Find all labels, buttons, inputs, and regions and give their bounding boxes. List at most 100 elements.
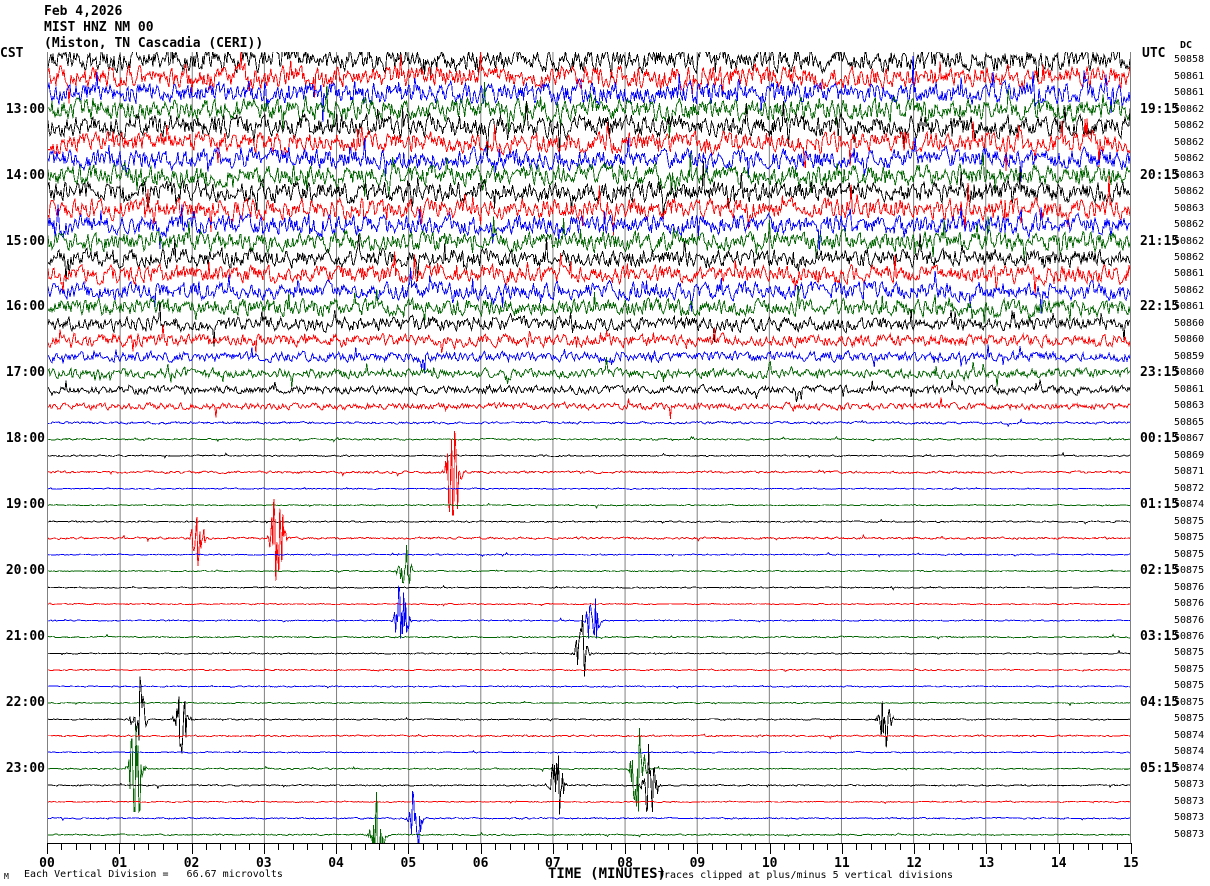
x-tick-minor <box>177 843 179 850</box>
x-tick-minor <box>451 843 453 850</box>
x-tick-major <box>769 843 771 854</box>
dc-value: 50858 <box>1174 54 1205 66</box>
x-tick-label: 11 <box>834 856 850 871</box>
x-tick-minor <box>104 843 106 850</box>
right-hour-label: 01:15 <box>1140 497 1180 513</box>
x-tick-minor <box>437 843 439 850</box>
right-hour-label: 21:15 <box>1140 233 1180 249</box>
left-hour-label: 20:00 <box>5 563 45 579</box>
x-tick-minor <box>798 843 800 850</box>
seismogram-plot <box>47 52 1131 843</box>
right-hour-label: 03:15 <box>1140 629 1180 644</box>
x-tick-minor <box>466 843 468 850</box>
x-tick-major <box>552 843 554 854</box>
x-tick-minor <box>711 843 713 850</box>
left-timezone-label: CST <box>0 46 24 61</box>
x-tick-minor <box>654 843 656 850</box>
x-tick-minor <box>885 843 887 850</box>
x-tick-minor <box>509 843 511 850</box>
x-tick-minor <box>856 843 858 850</box>
dc-value: 50876 <box>1174 581 1205 593</box>
dc-value: 50862 <box>1174 136 1205 148</box>
x-tick-label: 13 <box>978 856 995 871</box>
x-tick-minor <box>682 843 684 850</box>
x-tick-minor <box>205 843 207 850</box>
x-tick-minor <box>740 843 742 850</box>
seismogram-traces <box>48 52 1130 843</box>
x-tick-minor <box>133 843 135 850</box>
dc-value: 50861 <box>1174 383 1205 395</box>
dc-value: 50862 <box>1174 120 1205 132</box>
dc-value: 50875 <box>1174 548 1205 560</box>
dc-value: 50862 <box>1174 186 1205 198</box>
x-tick-minor <box>1000 843 1002 850</box>
x-tick-minor <box>364 843 366 850</box>
dc-value: 50862 <box>1174 284 1205 296</box>
dc-value: 50869 <box>1174 449 1205 461</box>
dc-value: 50861 <box>1174 70 1205 82</box>
dc-value: 50875 <box>1174 647 1205 659</box>
plot-bottom-rule <box>47 843 1131 844</box>
x-tick-minor <box>1116 843 1118 850</box>
dc-value: 50860 <box>1174 367 1205 379</box>
right-hour-label: 22:15 <box>1140 299 1180 315</box>
x-tick-minor <box>668 843 670 850</box>
dc-value: 50871 <box>1174 466 1205 478</box>
dc-value: 50873 <box>1174 812 1205 824</box>
dc-value: 50874 <box>1174 499 1205 511</box>
dc-value: 50874 <box>1174 762 1205 774</box>
x-tick-minor <box>928 843 930 850</box>
x-tick-minor <box>1029 843 1031 850</box>
x-tick-label: 04 <box>328 856 344 871</box>
x-tick-minor <box>899 843 901 850</box>
left-hour-label: 13:00 <box>5 101 45 117</box>
x-tick-minor <box>596 843 598 850</box>
x-tick-minor <box>972 843 973 850</box>
right-hour-label: 23:15 <box>1140 365 1180 381</box>
dc-value: 50863 <box>1174 169 1205 181</box>
x-tick-label: 07 <box>545 856 561 871</box>
x-tick-label: 06 <box>472 856 489 871</box>
x-tick-minor <box>90 843 92 850</box>
x-tick-minor <box>61 843 63 850</box>
footer-clip-note: Traces clipped at plus/minus 5 vertical … <box>658 870 954 881</box>
x-tick-minor <box>1044 843 1046 850</box>
x-tick-label: 15 <box>1123 856 1139 871</box>
x-tick-minor <box>523 843 525 850</box>
x-tick-major <box>841 843 843 854</box>
dc-value: 50860 <box>1174 334 1205 346</box>
dc-value: 50875 <box>1174 663 1205 675</box>
x-tick-minor <box>755 843 757 850</box>
header-station: MIST HNZ NM 00 <box>44 20 154 35</box>
right-hour-label: 19:15 <box>1140 101 1180 117</box>
dc-value: 50867 <box>1174 433 1205 445</box>
right-hour-label: 04:15 <box>1140 694 1180 710</box>
x-tick-minor <box>1102 843 1104 850</box>
x-tick-label: 00 <box>39 856 55 871</box>
dc-value: 50862 <box>1174 153 1205 165</box>
x-tick-minor <box>784 843 786 850</box>
dc-value: 50863 <box>1174 400 1205 412</box>
dc-column-header: DC <box>1180 40 1193 51</box>
x-tick-major <box>986 843 988 854</box>
x-tick-minor <box>610 843 612 850</box>
left-hour-label: 14:00 <box>5 167 45 183</box>
x-tick-minor <box>307 843 309 850</box>
dc-value: 50862 <box>1174 235 1205 247</box>
x-tick-minor <box>75 843 77 850</box>
dc-value: 50863 <box>1174 202 1205 214</box>
x-axis-ticks <box>47 843 1132 857</box>
dc-value: 50873 <box>1174 828 1205 840</box>
left-hour-label: 15:00 <box>5 233 45 249</box>
dc-value: 50861 <box>1174 268 1205 280</box>
x-tick-minor <box>148 843 150 850</box>
x-tick-minor <box>567 843 569 850</box>
x-tick-label: 01 <box>111 856 128 871</box>
x-tick-minor <box>726 843 728 850</box>
dc-value: 50873 <box>1174 779 1205 791</box>
x-tick-minor <box>393 843 395 850</box>
x-tick-label: 08 <box>617 856 633 871</box>
dc-value: 50875 <box>1174 696 1205 708</box>
x-tick-label: 09 <box>689 856 706 871</box>
